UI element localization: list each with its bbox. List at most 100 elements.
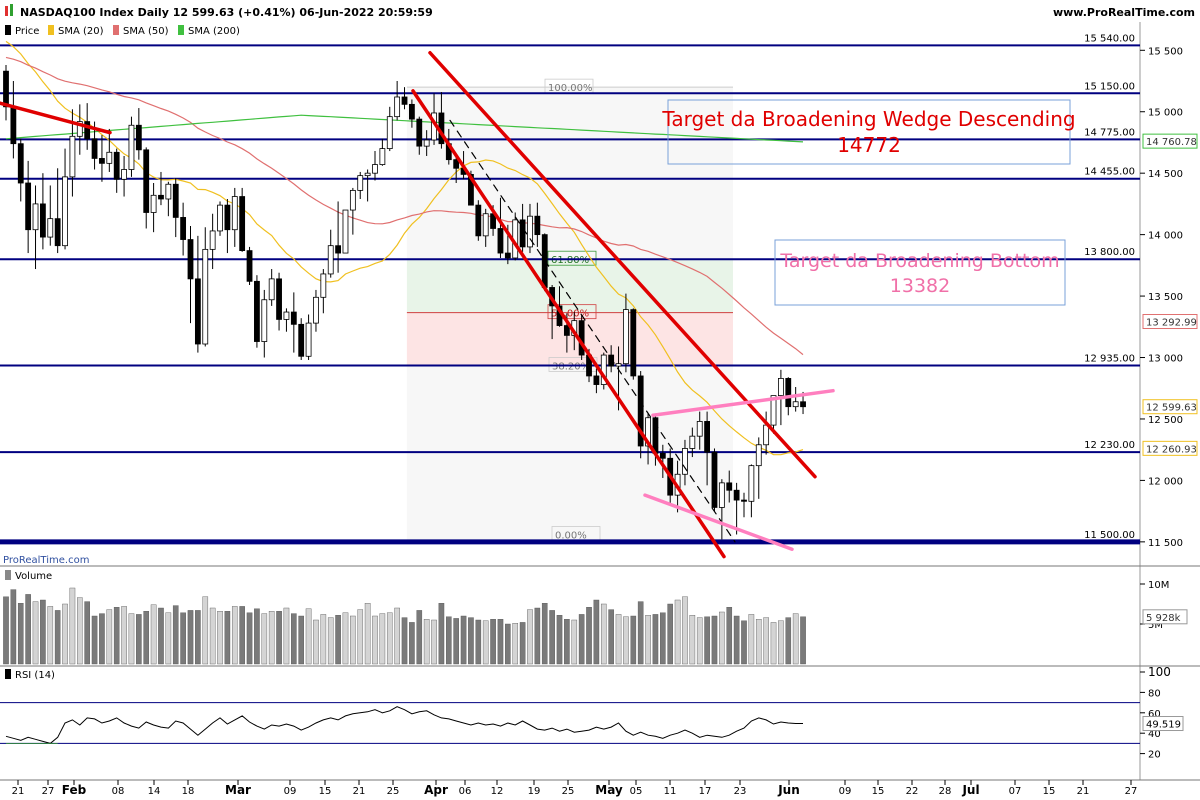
level-label: 15 540.00 — [1084, 33, 1135, 44]
fib-label-text: 38.20% — [552, 362, 590, 373]
candle — [268, 269, 275, 306]
bottom-target-box: Target da Broadening Bottom 13382 — [774, 239, 1066, 306]
volume-bar — [54, 610, 61, 665]
volume-bar — [335, 615, 341, 665]
candle-body — [763, 424, 770, 446]
volume-bar — [320, 614, 327, 665]
candle-body — [534, 215, 541, 236]
value-tag-label: 14 760.78 — [1146, 137, 1197, 148]
candle-body — [416, 118, 423, 147]
volume-bar — [172, 605, 179, 665]
volume-bar — [512, 623, 519, 665]
candle-body — [800, 401, 806, 408]
volume-bar — [99, 613, 105, 665]
volume-bar — [364, 603, 371, 665]
volume-bar — [180, 612, 186, 665]
candle — [25, 160, 32, 254]
channel-mid-dashed — [449, 119, 736, 543]
candle-body — [305, 322, 312, 357]
candle-body — [349, 189, 356, 211]
candle — [711, 448, 718, 512]
candle-body — [372, 164, 378, 174]
candle — [135, 108, 142, 160]
volume-bar — [785, 617, 792, 665]
level-label: 15 150.00 — [1084, 81, 1135, 92]
candle — [394, 81, 401, 121]
candle — [534, 202, 541, 247]
value-tag-box — [1142, 399, 1198, 415]
volume-tick-label: 5M — [1148, 620, 1163, 631]
candle — [3, 65, 9, 121]
value-tag: 14 760.78 — [1142, 133, 1198, 149]
volume-bar — [527, 609, 533, 665]
price-tick-label: 11 500 — [1148, 538, 1183, 549]
candle — [47, 185, 54, 246]
volume-bar — [615, 614, 622, 665]
candle-body — [711, 451, 718, 508]
fib-label-box — [547, 304, 597, 320]
volume-bar — [674, 599, 681, 665]
candle — [158, 171, 164, 206]
candle — [792, 387, 799, 412]
volume-bar — [586, 607, 592, 665]
volume-bar — [423, 619, 430, 665]
candle — [106, 128, 113, 172]
fib-label-text: 100.00% — [548, 83, 593, 94]
volume-bar — [10, 589, 17, 665]
candle — [202, 227, 209, 347]
volume-bar — [121, 606, 127, 665]
date-tick-label: 12 — [491, 786, 504, 797]
candle — [475, 200, 482, 241]
volume-bar — [556, 615, 563, 665]
rsi-last-label: 49.519 — [1146, 720, 1181, 731]
candle — [379, 138, 386, 166]
fib-label-text: 0.00% — [555, 530, 587, 541]
rsi-tick-label: 20 — [1148, 750, 1161, 761]
volume-bar — [460, 615, 467, 665]
price-axis: 11 500 12 000 12 500 13 000 13 500 14 000 14 5… — [1140, 46, 1183, 549]
volume-bar — [490, 619, 496, 665]
volume-bar — [505, 623, 511, 665]
channel-lower-line — [411, 89, 726, 559]
date-tick-label: 21 — [12, 786, 25, 797]
date-tick-label: 14 — [148, 786, 161, 797]
candle-body — [475, 204, 482, 237]
candle-body — [187, 239, 194, 280]
chart-logo-icon — [5, 4, 13, 16]
candle-body — [254, 280, 260, 342]
candle-body — [608, 354, 615, 367]
volume-bar — [741, 620, 747, 665]
value-tag-box — [1142, 133, 1198, 149]
value-tag-label: 13 292.99 — [1146, 318, 1197, 329]
volume-bar — [652, 614, 659, 665]
rsi-last-tag: 49.519 — [1142, 716, 1184, 732]
candle-body — [25, 182, 32, 231]
volume-bar — [482, 620, 489, 665]
candle-body — [778, 378, 784, 397]
date-tick-label: Mar — [225, 783, 251, 797]
candle-body — [10, 106, 17, 145]
candle-body — [615, 363, 622, 367]
volume-bar — [202, 596, 209, 665]
candle-body — [172, 183, 179, 218]
volume-bar — [386, 612, 393, 665]
volume-bar — [667, 603, 673, 665]
bottom-target-title: Target da Broadening Bottom — [779, 250, 1059, 272]
candle — [99, 135, 105, 182]
legend-sma50: SMA (50) — [123, 26, 169, 37]
brand-link[interactable]: www.ProRealTime.com — [1053, 6, 1195, 19]
candle — [254, 275, 260, 348]
volume-bar — [475, 619, 482, 665]
volume-bar — [682, 596, 688, 665]
rsi-panel: 100 80 60 40 20 49.519 — [0, 665, 1184, 761]
volume-bar — [305, 608, 312, 665]
candle — [128, 116, 135, 177]
candle-body — [76, 121, 83, 137]
wedge-target-value: 14772 — [837, 133, 901, 157]
candle — [246, 246, 253, 286]
volume-bar — [128, 613, 135, 665]
volume-bar — [446, 616, 452, 665]
volume-bar — [291, 613, 297, 665]
candle-body — [504, 252, 511, 259]
watermark: ProRealTime.com — [3, 555, 89, 566]
